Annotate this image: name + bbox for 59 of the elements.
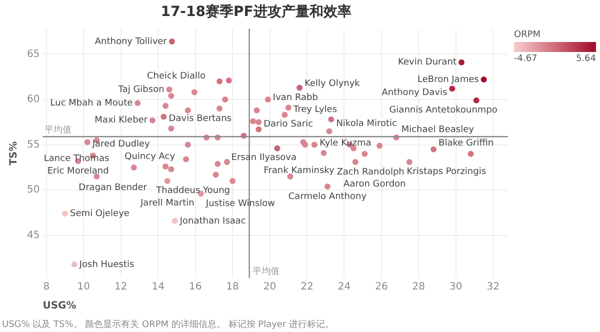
x-tick-label: 24 <box>338 282 351 293</box>
x-tick-label: 30 <box>450 282 462 293</box>
annotation: Davis Bertans <box>168 114 232 124</box>
y-axis-title: TS% <box>8 141 20 166</box>
annotation: Anthony Davis <box>382 88 448 98</box>
annotation: Kristaps Porzingis <box>406 167 486 178</box>
annotation: Dragan Bender <box>78 182 148 193</box>
annotation: Eric Moreland <box>47 166 109 176</box>
color-bar-title: ORPM <box>514 30 542 40</box>
x-tick-label: 14 <box>152 282 164 293</box>
annotation: Jarell Martin <box>140 198 194 208</box>
annotation: Jared Dudley <box>91 139 151 150</box>
annotation: Thaddeus Young <box>155 186 230 196</box>
annotation: Josh Huestis <box>78 260 135 270</box>
annotation: Jonathan Isaac <box>178 216 246 226</box>
ref-line-label: 平均值 <box>44 124 72 136</box>
x-tick-label: 18 <box>226 282 239 293</box>
annotation: Blake Griffin <box>438 138 494 149</box>
y-tick-label: 55 <box>26 139 40 150</box>
y-tick-label: 45 <box>26 230 40 242</box>
x-tick-label: 32 <box>486 282 500 293</box>
annotation: Dario Saric <box>264 119 314 130</box>
x-tick-label: 16 <box>188 282 202 293</box>
x-tick-label: 20 <box>263 282 276 293</box>
annotation: Kyle Kuzma <box>320 138 372 149</box>
annotation: Anthony Tolliver <box>94 36 168 47</box>
annotation: Maxi Kleber <box>94 116 148 126</box>
annotation: Quincy Acy <box>124 152 176 162</box>
chart-title: 17-18赛季PF进攻产量和效率 <box>160 3 352 20</box>
x-tick-label: 12 <box>114 282 128 293</box>
annotation: Ivan Rabb <box>272 92 318 103</box>
annotation: Semi Ojeleye <box>70 209 130 220</box>
annotation: Frank Kaminsky <box>264 166 336 176</box>
x-tick-label: 8 <box>43 282 50 293</box>
x-tick-label: 28 <box>412 282 426 293</box>
y-tick-label: 50 <box>26 184 40 196</box>
annotation: Carmelo Anthony <box>288 192 368 202</box>
x-tick-label: 26 <box>375 282 388 293</box>
annotation: LeBron James <box>418 74 480 85</box>
x-tick-label: 10 <box>77 282 90 293</box>
annotation: Cheick Diallo <box>147 72 206 82</box>
text: USG% 以及 TS%。 颜色显示有关 ORPM 的详细信息。 标记按 Player 进行标记。 <box>2 320 334 330</box>
color-bar-label: 5.64 <box>576 54 596 64</box>
annotation: Aaron Gordon <box>344 179 406 190</box>
annotation: Kelly Olynyk <box>304 79 361 90</box>
x-tick-label: 22 <box>300 282 314 293</box>
annotation: Michael Beasley <box>401 124 475 135</box>
annotation: Luc Mbah a Moute <box>50 98 134 108</box>
annotation: Giannis Antetokounmpo <box>389 106 498 116</box>
color-bar-label: -4.67 <box>514 54 538 64</box>
ref-line-label: 平均值 <box>252 266 280 277</box>
y-tick-label: 65 <box>26 48 40 60</box>
annotation: Trey Lyles <box>292 104 338 115</box>
y-tick-label: 60 <box>26 94 40 106</box>
annotation: Nikola Mirotic <box>336 118 398 129</box>
x-axis-title: USG% <box>42 300 76 312</box>
annotation: Taj Gibson <box>117 84 164 95</box>
annotation: Zach Randolph <box>336 167 404 178</box>
annotation: Kevin Durant <box>398 58 457 68</box>
